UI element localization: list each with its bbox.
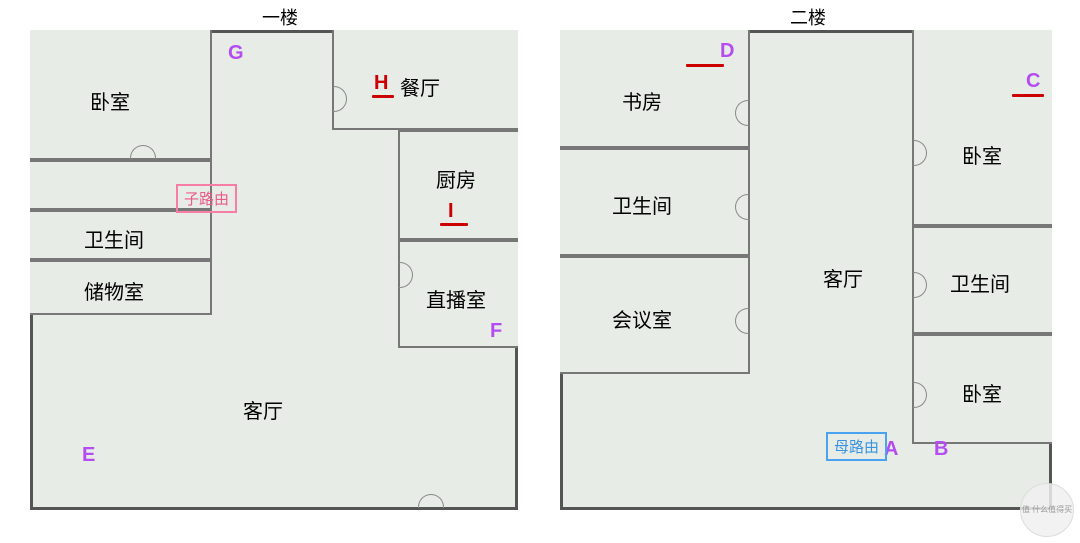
marker-H-underline	[372, 95, 394, 98]
floor1-living-label: 客厅	[243, 395, 283, 424]
door-arc	[913, 382, 927, 408]
floor2-bedroom2-label: 卧室	[962, 378, 1002, 407]
floor1-dining-label: 餐厅	[400, 72, 440, 101]
door-arc	[130, 145, 156, 159]
floor1-dining: 餐厅	[332, 30, 518, 130]
floor2-title: 二楼	[790, 4, 826, 30]
floor1-bathroom-label: 卫生间	[84, 224, 144, 253]
door-arc	[735, 194, 749, 220]
watermark-badge: 值 什么值得买	[1020, 483, 1074, 537]
router-child: 子路由	[176, 184, 237, 213]
door-arc	[333, 86, 347, 112]
door-arc	[399, 262, 413, 288]
floor2-meeting: 会议室	[560, 256, 750, 374]
marker-F: F	[490, 320, 502, 343]
floorplan-canvas: 一楼 二楼 客厅 卧室 卫生间 储物室 餐厅 厨房 直播室 G H I F E	[0, 0, 1080, 543]
marker-I: I	[448, 200, 454, 223]
floor2-living-label: 客厅	[823, 263, 863, 292]
marker-C-underline	[1012, 94, 1044, 97]
door-arc	[735, 308, 749, 334]
floor1-storage-label: 储物室	[84, 276, 144, 305]
door-arc	[735, 100, 749, 126]
floor1-title: 一楼	[262, 4, 298, 30]
floor2-bathroom2-label: 卫生间	[950, 268, 1010, 297]
floor1-kitchen-label: 厨房	[436, 164, 476, 193]
floor2-study-label: 书房	[622, 86, 662, 115]
floor2-bathroom-label: 卫生间	[612, 190, 672, 219]
floor2-meeting-label: 会议室	[612, 304, 672, 333]
floor2-bedroom1-label: 卧室	[962, 140, 1002, 169]
marker-D: D	[720, 40, 734, 63]
floor1-bedroom: 卧室	[30, 30, 212, 160]
floor2-bedroom2: 卧室	[912, 334, 1052, 444]
floor1-storage: 储物室	[30, 260, 212, 315]
marker-B: B	[934, 438, 948, 461]
floor1-bathroom: 卫生间	[30, 210, 212, 260]
marker-C: C	[1026, 70, 1040, 93]
floor2-bedroom1: 卧室	[912, 30, 1052, 226]
floor2-bathroom2: 卫生间	[912, 226, 1052, 334]
marker-H: H	[374, 72, 388, 95]
router-parent: 母路由	[826, 432, 887, 461]
marker-G: G	[228, 42, 244, 65]
door-arc	[913, 140, 927, 166]
floor1-streaming-label: 直播室	[426, 284, 486, 313]
floor1-bedroom-label: 卧室	[90, 86, 130, 115]
floor2-bathroom: 卫生间	[560, 148, 750, 256]
watermark-text: 值 什么值得买	[1022, 506, 1072, 515]
marker-E: E	[82, 444, 95, 467]
marker-D-underline	[686, 64, 724, 67]
marker-I-underline	[440, 223, 468, 226]
door-arc	[913, 272, 927, 298]
